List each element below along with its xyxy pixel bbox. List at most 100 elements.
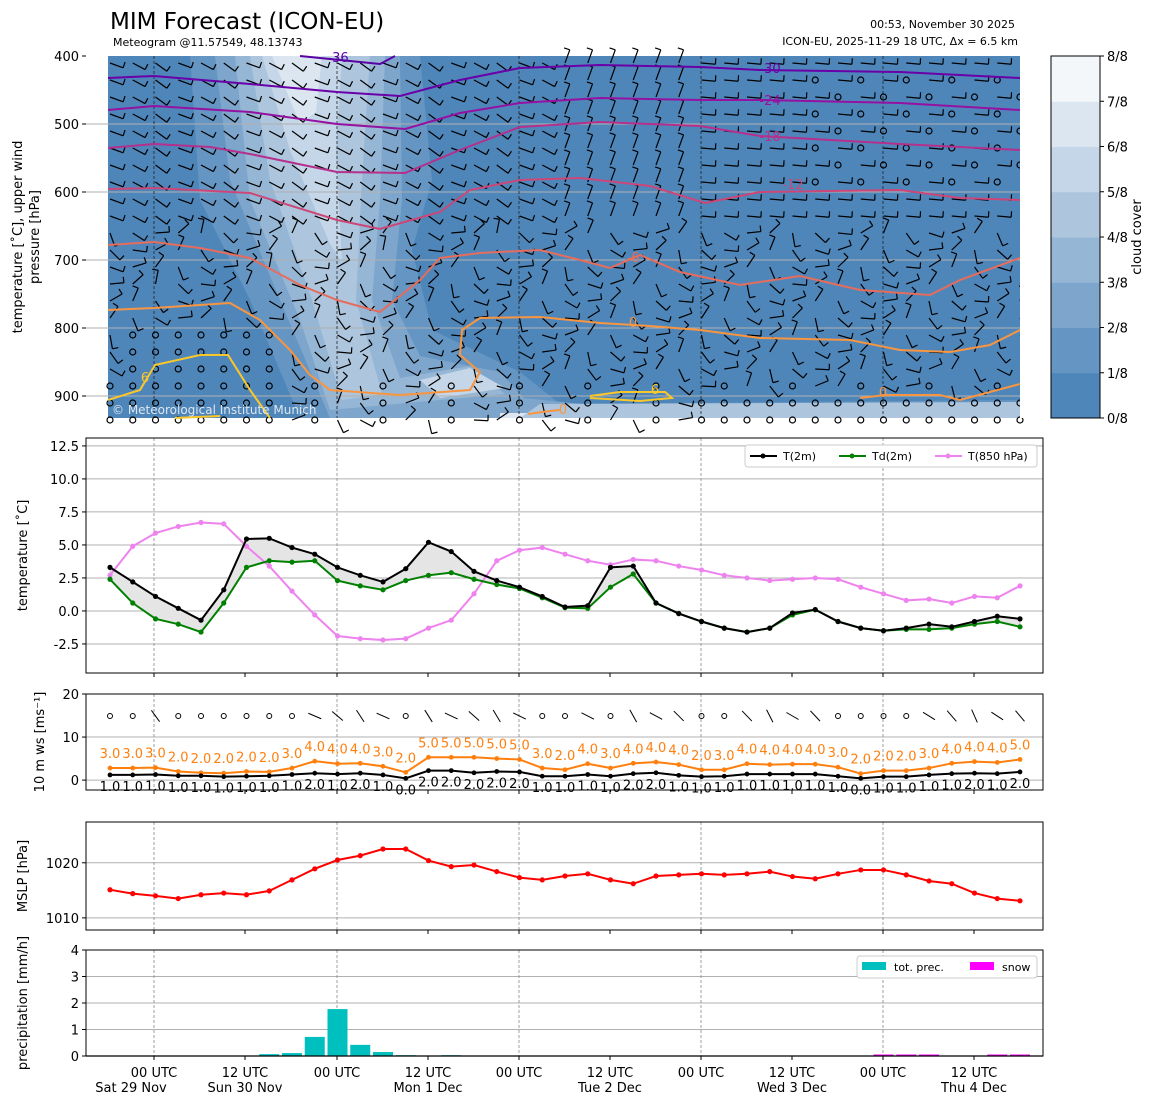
t2m-point (494, 578, 499, 583)
t850-point (562, 552, 567, 557)
contour-label: -24 (759, 94, 780, 109)
wind-barb-icon (360, 420, 375, 427)
temperature-legend: T(2m)Td(2m)T(850 hPa) (745, 445, 1037, 467)
t2m-point (790, 610, 795, 615)
gust-point (995, 760, 1000, 765)
wind-barb-icon (972, 710, 978, 723)
gust-point (517, 757, 522, 762)
t850-point (972, 594, 977, 599)
gust-label: 4.0 (987, 741, 1008, 756)
gust-label: 3.0 (600, 747, 621, 762)
t850-point (403, 636, 408, 641)
y-tick-label: 1020 (46, 857, 79, 872)
mslp-point (881, 867, 886, 872)
gust-point (745, 761, 750, 766)
copyright-text: © Meteorological Institute Munich (112, 403, 316, 417)
wind-barb-icon (425, 710, 432, 722)
y-tick-label: 12.5 (50, 440, 79, 455)
td2m-point (631, 571, 636, 576)
td2m-point (403, 578, 408, 583)
mean-wind-point (358, 771, 363, 776)
mean-wind-label: 1.0 (828, 781, 849, 796)
t850-point (540, 545, 545, 550)
mean-wind-point (221, 774, 226, 779)
t2m-point (449, 549, 454, 554)
gust-point (927, 766, 932, 771)
mslp-point (540, 877, 545, 882)
mslp-point (858, 867, 863, 872)
mean-wind-point (585, 772, 590, 777)
gust-point (836, 765, 841, 770)
mean-wind-label: 1.0 (282, 780, 303, 795)
t2m-point (471, 569, 476, 574)
t2m-point (380, 579, 385, 584)
legend-swatch (970, 962, 994, 970)
y-tick-label: 5.0 (58, 539, 79, 554)
t850-point (949, 600, 954, 605)
mslp-point (312, 866, 317, 871)
contour-label: -12 (782, 178, 803, 193)
gust-label: 2.0 (873, 750, 894, 765)
td2m-line (110, 561, 1020, 632)
gust-label: 4.0 (304, 740, 325, 755)
mean-wind-label: 1.0 (759, 779, 780, 794)
mean-wind-point (767, 772, 772, 777)
y-tick-label: 10.0 (50, 473, 79, 488)
x-tick-date: Tue 2 Dec (577, 1081, 642, 1096)
wind-barb-icon (513, 713, 526, 719)
plot-margin (1020, 56, 1043, 418)
td2m-point (608, 585, 613, 590)
x-tick-label: 12 UTC (769, 1066, 815, 1081)
x-tick-label: 12 UTC (587, 1066, 633, 1081)
td2m-point (153, 616, 158, 621)
x-tick-date: Mon 1 Dec (393, 1081, 462, 1096)
gust-point (312, 759, 317, 764)
contour-label: -18 (759, 130, 780, 145)
colorbar-tick-label: 7/8 (1107, 95, 1128, 110)
td2m-point (471, 577, 476, 582)
gust-point (631, 761, 636, 766)
gust-point (813, 762, 818, 767)
mslp-point (198, 892, 203, 897)
legend-marker (946, 454, 951, 459)
y-tick-label: 1 (71, 1024, 79, 1039)
gust-label: 5.0 (418, 736, 439, 751)
t2m-point (267, 536, 272, 541)
gust-point (472, 755, 477, 760)
barb-flag (610, 48, 616, 50)
y-tick-label: 20 (62, 688, 79, 703)
y-tick-label: 700 (54, 254, 79, 269)
mean-wind-point (699, 774, 704, 779)
mslp-point (494, 869, 499, 874)
barb-flag (432, 432, 438, 434)
gust-label: 3.0 (919, 747, 940, 762)
mean-wind-label: 1.0 (691, 782, 712, 797)
gust-point (1018, 757, 1023, 762)
mean-wind-point (722, 774, 727, 779)
calm-wind-icon (722, 714, 727, 719)
mslp-point (562, 873, 567, 878)
mslp-point (130, 891, 135, 896)
mean-wind-point (927, 773, 932, 778)
t850-point (335, 633, 340, 638)
mean-wind-label: 2.0 (464, 778, 485, 793)
td2m-point (198, 629, 203, 634)
barb-flag (329, 263, 330, 269)
t2m-point (767, 626, 772, 631)
mean-wind-label: 1.0 (168, 781, 189, 796)
mean-wind-point (745, 772, 750, 777)
gust-label: 5.0 (441, 736, 462, 751)
gust-label: 4.0 (759, 744, 780, 759)
mean-wind-label: 2.0 (441, 776, 462, 791)
mean-wind-label: 1.0 (896, 782, 917, 797)
calm-wind-icon (836, 714, 841, 719)
t850-point (312, 612, 317, 617)
barb-staff (633, 420, 639, 433)
t850-point (926, 596, 931, 601)
mean-wind-label: 0.0 (850, 783, 871, 798)
td2m-point (312, 558, 317, 563)
t2m-point (221, 587, 226, 592)
gust-point (358, 761, 363, 766)
gust-point (153, 765, 158, 770)
